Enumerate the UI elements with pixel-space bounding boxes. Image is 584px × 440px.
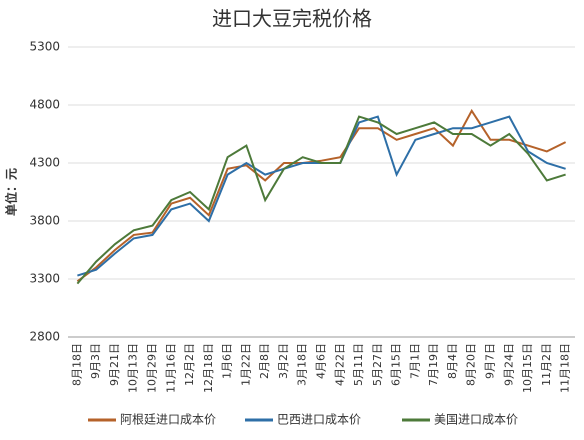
y-tick-label: 5300	[29, 40, 60, 54]
x-tick-label: 3月18日	[296, 343, 309, 386]
x-tick-label: 10月15日	[521, 343, 534, 393]
x-tick-label: 11月18日	[559, 343, 572, 393]
x-tick-label: 5月27日	[371, 343, 384, 386]
x-tick-label: 2月8日	[258, 343, 271, 379]
x-tick-label: 7月19日	[427, 343, 440, 386]
y-tick-label: 3800	[29, 214, 60, 228]
x-tick-label: 8月20日	[465, 343, 478, 386]
y-tick-label: 2800	[29, 330, 60, 344]
x-tick-label: 10月13日	[127, 343, 140, 393]
series-line	[76, 108, 567, 283]
x-tick-label: 9月7日	[484, 343, 497, 379]
x-tick-label: 4月22日	[333, 343, 346, 386]
x-tick-label: 11月2日	[540, 343, 553, 386]
x-tick-label: 7月1日	[408, 343, 421, 379]
legend-label: 巴西进口成本价	[277, 413, 361, 427]
x-tick-label: 10月29日	[146, 343, 159, 393]
y-tick-label: 4800	[29, 98, 60, 112]
x-tick-label: 11月16日	[164, 343, 177, 393]
x-tick-label: 5月11日	[352, 343, 365, 386]
x-tick-label: 1月6日	[221, 343, 234, 379]
x-tick-label: 8月4日	[446, 343, 459, 379]
y-axis-label: 单位：元	[4, 168, 19, 216]
x-tick-label: 12月18日	[202, 343, 215, 393]
legend-label: 阿根廷进口成本价	[120, 413, 216, 427]
legend-label: 美国进口成本价	[434, 413, 518, 427]
x-tick-label: 8月18日	[70, 343, 83, 386]
x-tick-label: 1月22日	[239, 343, 252, 386]
x-tick-label: 12月2日	[183, 343, 196, 386]
x-tick-label: 9月24日	[502, 343, 515, 386]
x-tick-label: 9月3日	[89, 343, 102, 379]
x-tick-label: 9月21日	[108, 343, 121, 386]
x-tick-label: 4月6日	[315, 343, 328, 379]
x-tick-label: 6月15日	[390, 343, 403, 386]
series-line	[76, 115, 566, 285]
x-tick-label: 3月2日	[277, 343, 290, 379]
chart-title: 进口大豆完税价格	[212, 7, 372, 31]
y-tick-label: 4300	[29, 156, 60, 170]
y-tick-label: 3300	[29, 272, 60, 286]
